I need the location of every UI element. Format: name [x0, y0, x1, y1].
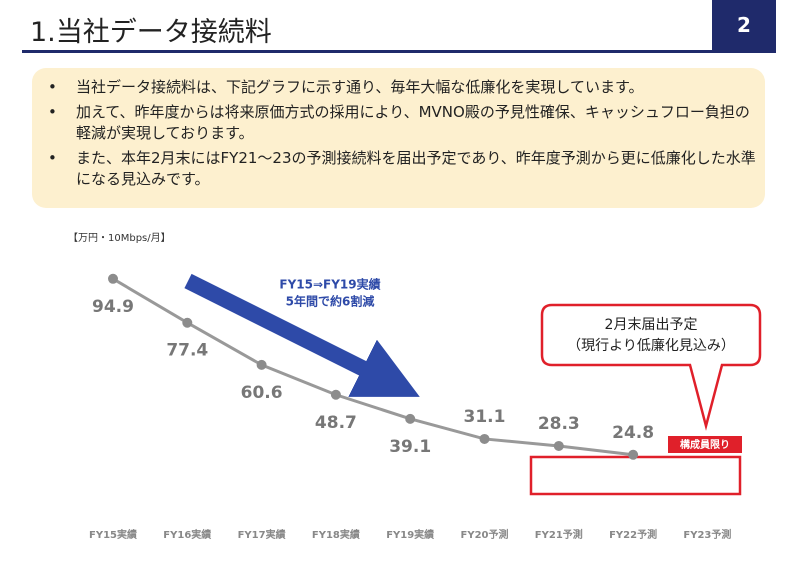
- trend-arrow: [184, 273, 420, 397]
- data-label: 60.6: [241, 383, 283, 403]
- data-point: [108, 273, 118, 284]
- data-point: [330, 389, 341, 400]
- x-tick-label: FY19実績: [386, 528, 434, 541]
- x-tick-label: FY18実績: [312, 528, 360, 541]
- badge-text: 構成員限り: [680, 438, 730, 451]
- title-rule: [22, 50, 776, 53]
- data-label: 28.3: [538, 414, 580, 434]
- bullet: 加えて、昨年度からは将来原価方式の採用により、MVNO殿の予見性確保、キャッシュ…: [42, 102, 757, 144]
- data-point: [479, 433, 490, 444]
- bullet-list: 当社データ接続料は、下記グラフに示す通り、毎年大幅な低廉化を実現しています。 加…: [42, 77, 757, 194]
- data-point: [182, 317, 193, 328]
- x-tick-label: FY20予測: [461, 528, 509, 541]
- data-label: 48.7: [315, 413, 357, 433]
- data-point: [256, 359, 267, 370]
- annotation: FY15⇒FY19実績: [279, 277, 380, 292]
- data-point: [405, 413, 416, 424]
- data-line: [112, 277, 634, 457]
- callout-text: 2月末届出予定: [605, 317, 698, 333]
- data-label: 77.4: [166, 341, 208, 361]
- page-number: 2: [712, 0, 776, 50]
- data-point: [553, 440, 564, 451]
- placeholder-box: [529, 455, 742, 496]
- x-tick-label: FY21予測: [535, 528, 583, 541]
- x-tick-label: FY17実績: [238, 528, 286, 541]
- callout-box: [540, 303, 762, 431]
- data-label: 24.8: [612, 423, 654, 443]
- data-point: [628, 449, 639, 460]
- x-tick-label: FY15実績: [89, 528, 137, 541]
- data-label: 39.1: [389, 437, 431, 457]
- bullet: また、本年2月末にはFY21～23の予測接続料を届出予定であり、昨年度予測から更…: [42, 148, 757, 190]
- data-label: 31.1: [464, 407, 506, 427]
- slide-title: 1.当社データ接続料: [30, 17, 272, 48]
- badge: [668, 436, 742, 453]
- x-tick-label: FY23予測: [683, 528, 731, 541]
- annotation: 5年間で約6割減: [286, 294, 375, 309]
- data-label: 94.9: [92, 297, 134, 317]
- x-tick-label: FY16実績: [163, 528, 211, 541]
- bullet: 当社データ接続料は、下記グラフに示す通り、毎年大幅な低廉化を実現しています。: [42, 77, 757, 98]
- x-tick-label: FY22予測: [609, 528, 657, 541]
- callout-text: （現行より低廉化見込み）: [567, 337, 735, 354]
- unit-label: 【万円・10Mbps/月】: [68, 232, 171, 244]
